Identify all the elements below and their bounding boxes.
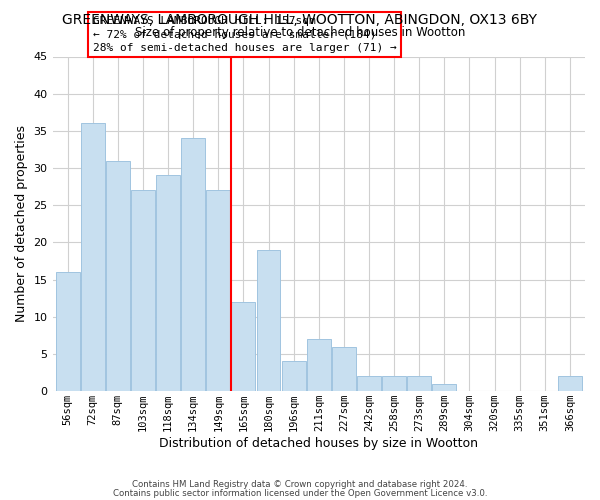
X-axis label: Distribution of detached houses by size in Wootton: Distribution of detached houses by size …	[159, 437, 478, 450]
Bar	[131, 190, 155, 391]
Bar	[106, 160, 130, 391]
Bar	[81, 124, 104, 391]
Bar	[382, 376, 406, 391]
Text: Size of property relative to detached houses in Wootton: Size of property relative to detached ho…	[135, 26, 465, 39]
Bar	[181, 138, 205, 391]
Bar	[332, 346, 356, 391]
Bar	[56, 272, 80, 391]
Text: GREENWAYS, LAMBOROUGH HILL, WOOTTON, ABINGDON, OX13 6BY: GREENWAYS, LAMBOROUGH HILL, WOOTTON, ABI…	[62, 12, 538, 26]
Bar	[407, 376, 431, 391]
Text: GREENWAYS LAMBOROUGH HILL: 157sqm
← 72% of detached houses are smaller (184)
28%: GREENWAYS LAMBOROUGH HILL: 157sqm ← 72% …	[93, 16, 397, 53]
Bar	[206, 190, 230, 391]
Bar	[282, 362, 305, 391]
Bar	[357, 376, 381, 391]
Bar	[257, 250, 280, 391]
Bar	[558, 376, 582, 391]
Bar	[433, 384, 456, 391]
Bar	[156, 176, 180, 391]
Bar	[232, 302, 256, 391]
Text: Contains HM Land Registry data © Crown copyright and database right 2024.: Contains HM Land Registry data © Crown c…	[132, 480, 468, 489]
Bar	[307, 339, 331, 391]
Y-axis label: Number of detached properties: Number of detached properties	[15, 126, 28, 322]
Text: Contains public sector information licensed under the Open Government Licence v3: Contains public sector information licen…	[113, 488, 487, 498]
